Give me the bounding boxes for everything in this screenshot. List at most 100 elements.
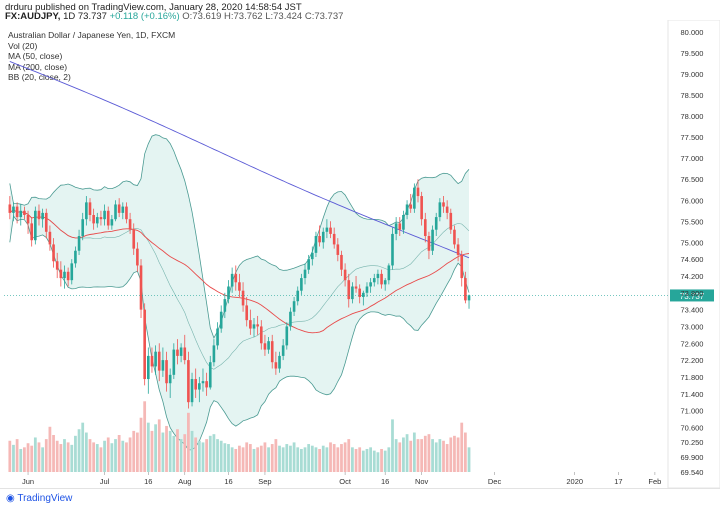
volume-bar bbox=[467, 447, 471, 472]
x-tick-label: Sep bbox=[258, 477, 271, 486]
volume-bar bbox=[361, 450, 365, 472]
volume-bar bbox=[66, 442, 70, 472]
candle-body bbox=[387, 265, 391, 281]
candle-body bbox=[117, 204, 121, 213]
last-price: 73.737 bbox=[77, 11, 107, 22]
candle-body bbox=[402, 214, 405, 230]
candle-body bbox=[267, 341, 270, 350]
volume-bar bbox=[92, 442, 96, 472]
volume-bar bbox=[245, 442, 249, 472]
candle-body bbox=[77, 236, 81, 251]
candle-body bbox=[329, 227, 332, 234]
y-tick-label: 73.400 bbox=[681, 306, 704, 315]
volume-bar bbox=[135, 432, 139, 472]
volume-bar bbox=[8, 440, 12, 472]
candle-body bbox=[205, 381, 208, 388]
volume-bar bbox=[336, 447, 340, 472]
volume-bar bbox=[52, 435, 55, 472]
volume-bar bbox=[420, 439, 424, 472]
footer: ◉ TradingView bbox=[0, 488, 720, 509]
candle-body bbox=[172, 349, 176, 375]
volume-bar bbox=[63, 439, 66, 472]
y-tick-label: 80.000 bbox=[681, 28, 704, 37]
candle-body bbox=[376, 273, 380, 279]
candle-body bbox=[420, 196, 423, 220]
volume-bar bbox=[227, 444, 230, 472]
legend-ma50: MA (50, close) bbox=[8, 51, 63, 61]
volume-bar bbox=[259, 445, 263, 472]
volume-bar bbox=[263, 442, 267, 472]
y-tick-label: 69.900 bbox=[681, 453, 704, 462]
candle-body bbox=[99, 217, 103, 220]
volume-bar bbox=[234, 448, 238, 472]
tradingview-logo[interactable]: ◉ TradingView bbox=[6, 493, 72, 504]
volume-bar bbox=[383, 450, 387, 472]
candle-body bbox=[234, 273, 238, 283]
volume-bar bbox=[194, 437, 198, 472]
candle-body bbox=[409, 204, 413, 209]
candle-body bbox=[132, 229, 136, 249]
candle-body bbox=[201, 381, 205, 384]
symbol-line: FX:AUDJPY, 1D 73.737 +0.118 (+0.16%) O:7… bbox=[5, 11, 343, 22]
candle-body bbox=[336, 244, 340, 255]
x-tick-label: Aug bbox=[178, 477, 191, 486]
candle-body bbox=[219, 311, 223, 329]
volume-bar bbox=[369, 447, 373, 472]
volume-bar bbox=[423, 435, 427, 472]
volume-bar bbox=[365, 448, 369, 472]
volume-bar bbox=[77, 429, 81, 472]
y-tick-label: 73.000 bbox=[681, 322, 704, 331]
candle-body bbox=[438, 202, 442, 218]
candle-body bbox=[183, 347, 187, 361]
chart-title: Australian Dollar / Japanese Yen, 1D, FX… bbox=[8, 30, 176, 40]
candle-body bbox=[285, 326, 289, 346]
volume-bar bbox=[106, 437, 110, 472]
legend-bb: BB (20, close, 2) bbox=[8, 72, 71, 82]
volume-bar bbox=[296, 447, 300, 472]
volume-bar bbox=[387, 447, 391, 472]
volume-bar bbox=[329, 442, 332, 472]
volume-bar bbox=[19, 448, 23, 472]
volume-bar bbox=[398, 442, 402, 472]
volume-bar bbox=[289, 445, 292, 472]
volume-bar bbox=[427, 434, 431, 472]
volume-bar bbox=[405, 434, 409, 472]
volume-bar bbox=[409, 440, 413, 472]
candle-body bbox=[157, 351, 161, 371]
volume-bar bbox=[434, 442, 438, 472]
price-chart[interactable]: 73.737 80.000 79.500 79.000 78.500 78.000 77.5… bbox=[0, 20, 720, 488]
y-tick-label: 69.540 bbox=[681, 468, 704, 477]
volume-bar bbox=[150, 430, 154, 472]
volume-bar bbox=[248, 444, 252, 472]
x-tick-label: Oct bbox=[339, 477, 352, 486]
y-tick-label: 77.000 bbox=[681, 154, 704, 163]
volume-bar bbox=[303, 447, 307, 472]
candle-body bbox=[114, 204, 117, 220]
volume-bar bbox=[412, 432, 416, 472]
candle-body bbox=[146, 355, 150, 380]
x-tick-label: Dec bbox=[488, 477, 502, 486]
y-tick-label: 70.250 bbox=[681, 438, 704, 447]
volume-bar bbox=[103, 440, 106, 472]
candle-body bbox=[125, 206, 128, 220]
volume-bar bbox=[449, 437, 453, 472]
volume-bar bbox=[212, 434, 216, 472]
candle-body bbox=[343, 269, 347, 281]
candle-body bbox=[230, 273, 234, 287]
volume-bar bbox=[318, 448, 321, 472]
volume-bar bbox=[48, 426, 52, 472]
volume-bar bbox=[358, 447, 362, 472]
candle-body bbox=[278, 355, 281, 369]
candle-body bbox=[289, 311, 292, 327]
candle-body bbox=[321, 231, 325, 243]
candle-body bbox=[256, 324, 259, 327]
volume-bar bbox=[278, 445, 281, 472]
volume-bar bbox=[88, 439, 92, 472]
candle-body bbox=[81, 219, 85, 237]
volume-bar bbox=[460, 422, 464, 472]
volume-bar bbox=[37, 442, 41, 472]
volume-bar bbox=[95, 444, 99, 472]
x-tick-label: 16 bbox=[381, 477, 389, 486]
volume-bar bbox=[161, 432, 165, 472]
volume-bar bbox=[146, 422, 150, 472]
